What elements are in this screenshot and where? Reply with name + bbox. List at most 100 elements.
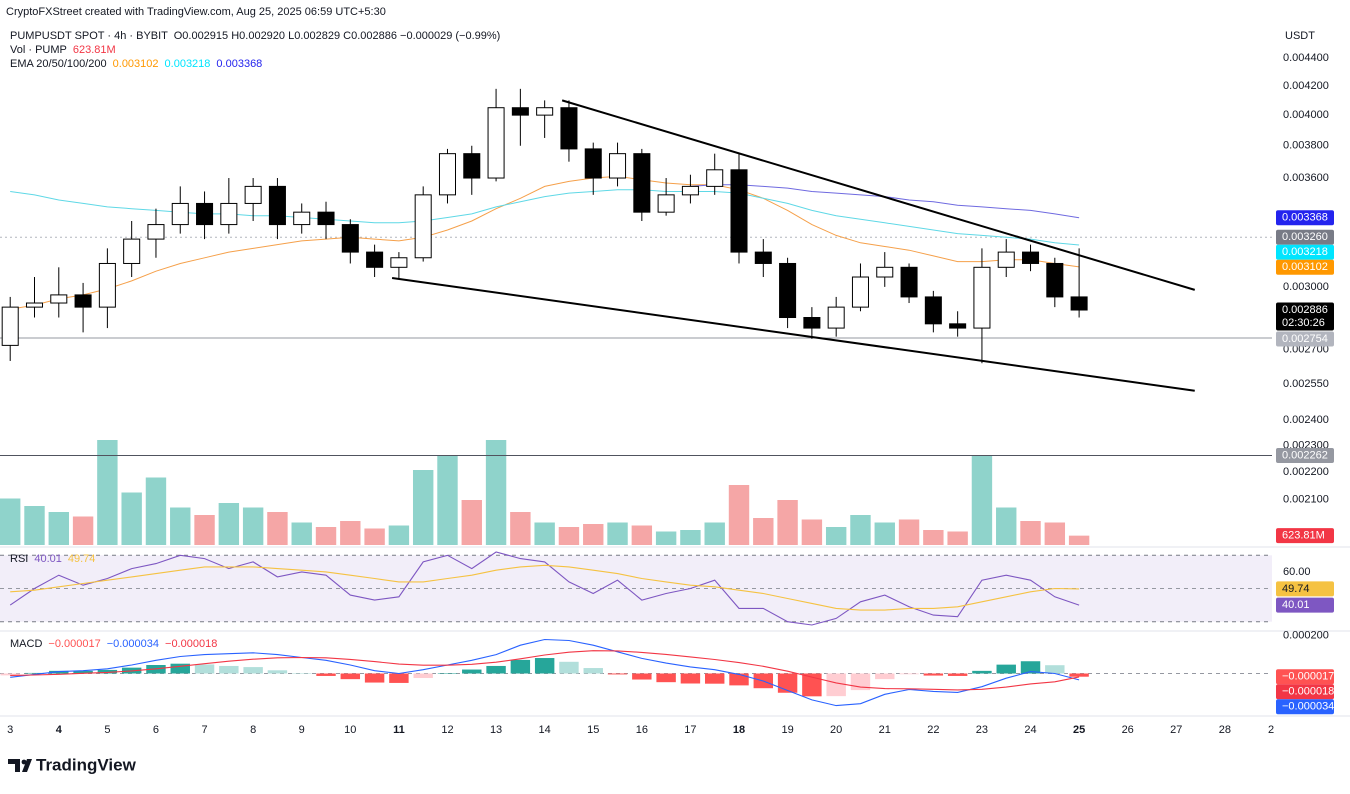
candle-body — [584, 148, 602, 179]
volume-bar — [388, 525, 410, 545]
histogram-bar — [0, 673, 20, 676]
x-tick-label: 10 — [344, 724, 356, 736]
volume-bar — [655, 531, 677, 545]
symbol: PUMPUSDT SPOT · 4h · BYBIT — [10, 30, 168, 42]
candle-body — [268, 185, 286, 226]
candle-body — [706, 169, 724, 187]
legend-title: PUMPUSDT SPOT · 4h · BYBIT O0.002915 H0.0… — [10, 30, 500, 42]
x-tick-label: 2 — [1268, 724, 1274, 736]
x-tick-label: 15 — [587, 724, 599, 736]
x-tick-label: 9 — [299, 724, 305, 736]
price-tag-bg — [1276, 447, 1334, 463]
candle-body — [487, 107, 505, 179]
price-tag-bg — [1276, 528, 1334, 544]
y-tick-label: 0.002550 — [1283, 378, 1329, 390]
histogram-bar — [1069, 673, 1089, 677]
volume-bar — [121, 492, 142, 545]
x-tick-label: 13 — [490, 724, 502, 736]
histogram-bar — [583, 668, 603, 674]
ema-line — [10, 175, 1080, 310]
candle-body — [730, 169, 748, 253]
ema-label: EMA 20/50/100/200 — [10, 58, 107, 70]
candle-body — [98, 262, 116, 308]
price-tag-bg — [1276, 699, 1334, 715]
volume-bar — [267, 512, 288, 545]
candle-body — [123, 238, 141, 264]
volume-bar — [0, 498, 21, 545]
y-tick-label: 0.004400 — [1283, 52, 1329, 64]
ema-value: 0.003218 — [165, 58, 211, 70]
x-tick-label: 27 — [1170, 724, 1182, 736]
x-tick-label: 23 — [976, 724, 988, 736]
histogram-bar — [534, 658, 555, 674]
volume-bar — [340, 521, 361, 545]
histogram-bar — [219, 665, 239, 674]
candle-body — [341, 224, 359, 253]
x-tick-label: 12 — [441, 724, 453, 736]
histogram-bar — [632, 673, 652, 680]
volume-bar — [24, 506, 45, 545]
histogram-bar — [437, 673, 458, 674]
price-tag-bg — [1276, 210, 1334, 226]
legend-macd: MACD −0.000017 −0.000034 −0.000018 — [10, 638, 217, 650]
indicator-line — [10, 564, 1080, 611]
volume-bar — [607, 522, 628, 545]
histogram-bar — [292, 673, 312, 674]
price-tag: 0.003260 — [1282, 231, 1328, 243]
volume-bar — [947, 531, 968, 545]
volume-bar — [364, 528, 385, 545]
candle-body — [414, 194, 432, 259]
candle-body — [511, 107, 529, 116]
price-tag: −0.000017 — [1282, 671, 1334, 683]
ema-line — [10, 189, 1080, 246]
volume-bar — [996, 507, 1017, 545]
histogram-bar — [340, 673, 361, 680]
logo: TradingView — [8, 755, 137, 774]
histogram-bar — [826, 673, 846, 697]
histogram-bar — [923, 673, 944, 676]
volume-bar — [97, 440, 118, 545]
price-tag-bg — [1276, 331, 1334, 347]
legend-value: −0.000018 — [165, 638, 217, 650]
x-tick-label: 4 — [56, 724, 63, 736]
y-tick-label: 0.002400 — [1283, 414, 1329, 426]
histogram-bar — [413, 673, 433, 679]
y-tick-label: 0.003800 — [1283, 140, 1329, 152]
volume-bar — [631, 525, 653, 545]
candle-body — [196, 202, 214, 226]
histogram-bar — [267, 670, 288, 674]
candle-body — [851, 276, 869, 308]
histogram-bar — [972, 670, 992, 674]
histogram-bar — [49, 670, 69, 674]
candle-body — [1070, 296, 1088, 311]
y-tick-label: 0.002700 — [1283, 344, 1329, 356]
histogram-bar — [364, 673, 385, 683]
histogram-bar — [704, 673, 725, 684]
histogram-bar — [73, 670, 93, 674]
candle-body — [997, 251, 1015, 268]
x-tick-label: 7 — [201, 724, 207, 736]
volume-bar — [534, 522, 555, 545]
candle-body — [900, 266, 918, 298]
candle-body — [50, 294, 68, 304]
y-tick-label: 0.004000 — [1283, 109, 1329, 121]
y-tick-label: 0.002200 — [1283, 466, 1329, 478]
trend-line — [391, 277, 1195, 392]
histogram-bar — [607, 673, 628, 675]
legend-value: 40.01 — [34, 553, 62, 565]
x-tick-label: 16 — [636, 724, 648, 736]
x-tick-label: 8 — [250, 724, 256, 736]
candle-body — [463, 153, 481, 179]
candle-body — [1, 306, 19, 346]
volume-bar — [194, 515, 215, 545]
x-tick-label: 25 — [1073, 724, 1085, 736]
candle-body — [973, 266, 991, 329]
histogram-bar — [996, 664, 1016, 674]
volume-bar — [48, 512, 69, 545]
price-tag: 0.003102 — [1282, 261, 1328, 273]
histogram-bar — [24, 672, 45, 674]
volume-label: Vol · PUMP — [10, 44, 67, 56]
volume-bar — [1020, 521, 1041, 545]
ohlc: O0.002915 H0.002920 L0.002829 C0.002886 … — [174, 30, 501, 42]
